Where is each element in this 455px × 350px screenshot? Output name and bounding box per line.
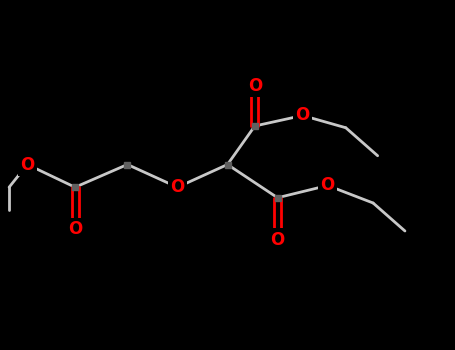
- Text: O: O: [270, 231, 285, 249]
- Text: O: O: [170, 178, 185, 196]
- Text: O: O: [320, 176, 335, 195]
- Text: O: O: [20, 155, 35, 174]
- Text: O: O: [248, 77, 262, 95]
- Text: O: O: [68, 220, 82, 238]
- Text: O: O: [295, 106, 310, 125]
